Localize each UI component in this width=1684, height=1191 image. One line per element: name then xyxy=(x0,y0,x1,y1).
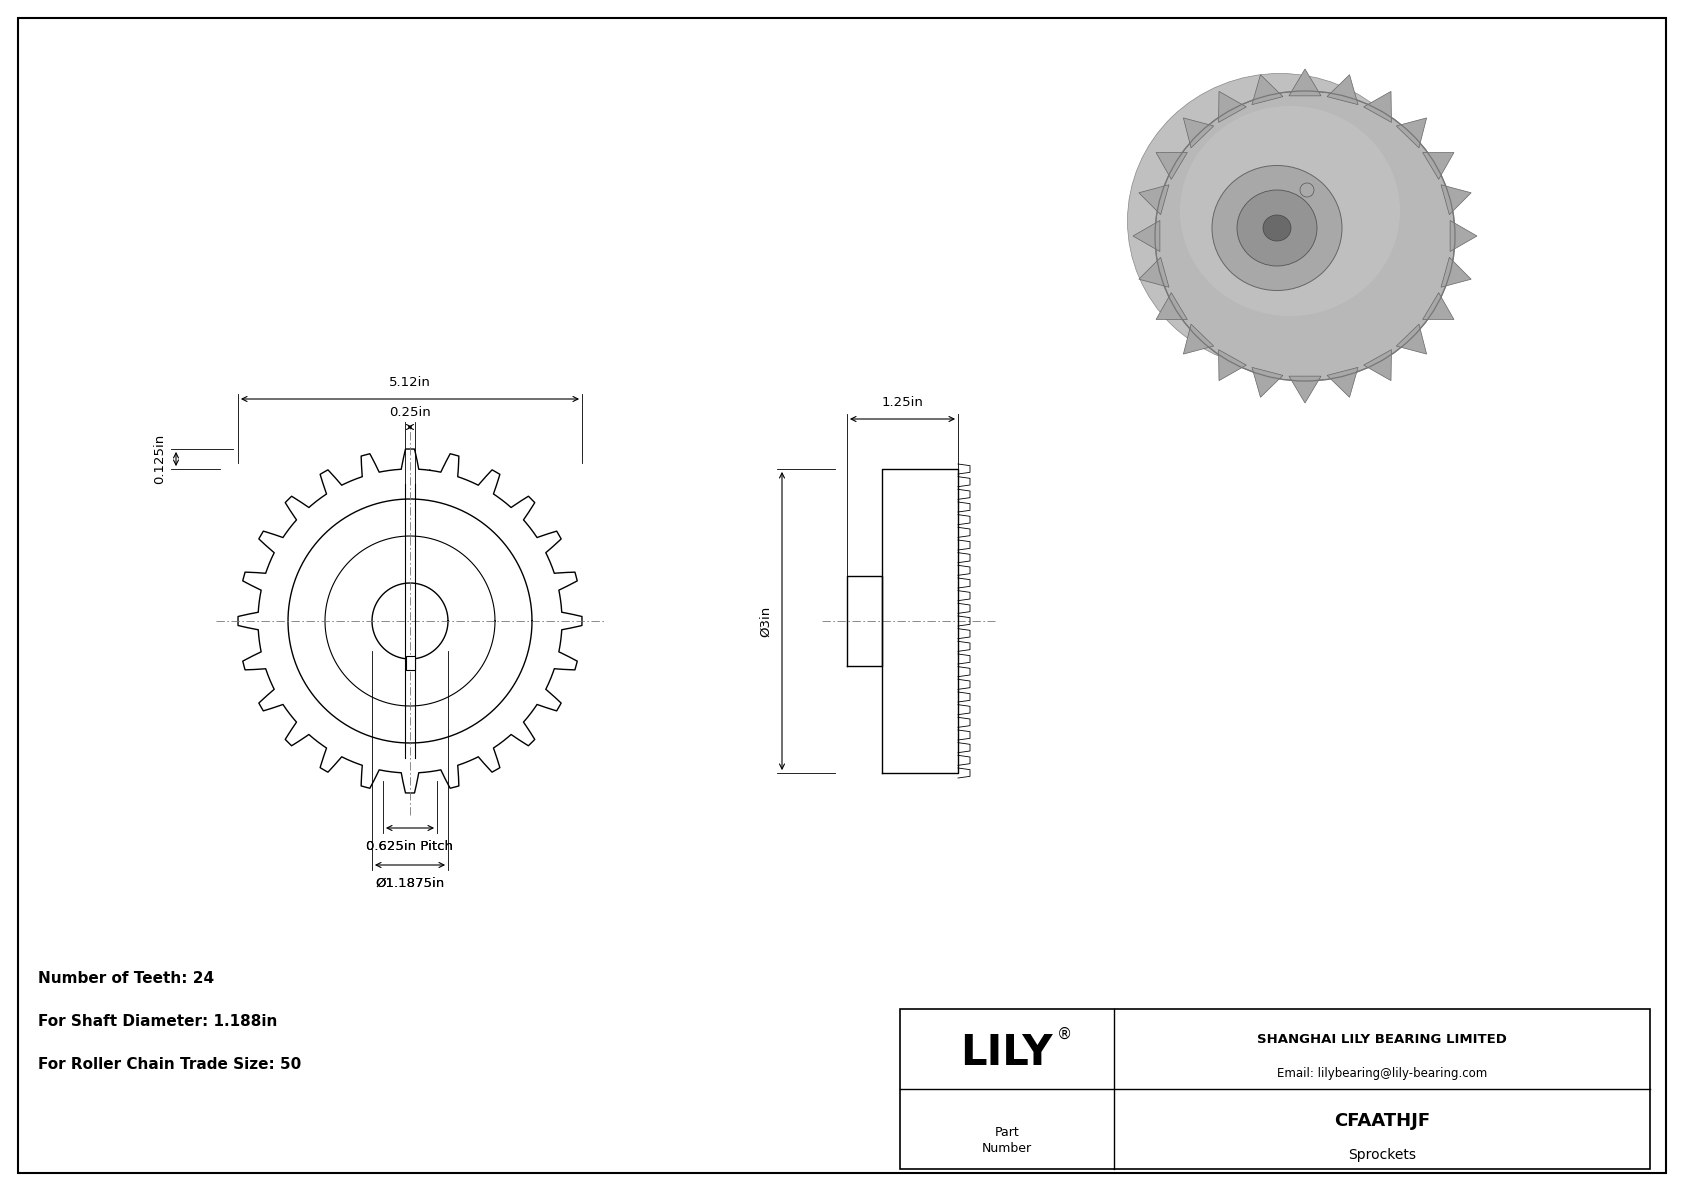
Polygon shape xyxy=(1219,350,1246,381)
Ellipse shape xyxy=(1238,191,1317,266)
Polygon shape xyxy=(1219,92,1246,123)
Polygon shape xyxy=(1423,293,1453,319)
Text: Ø1.1875in: Ø1.1875in xyxy=(376,877,445,890)
Text: LILY: LILY xyxy=(960,1031,1052,1074)
Polygon shape xyxy=(1327,367,1357,398)
Bar xyxy=(406,656,414,671)
Text: CFAATHJF: CFAATHJF xyxy=(1334,1112,1430,1130)
Polygon shape xyxy=(1288,376,1320,403)
Ellipse shape xyxy=(1212,166,1342,291)
Polygon shape xyxy=(1184,118,1214,148)
Polygon shape xyxy=(1138,257,1169,287)
Text: SHANGHAI LILY BEARING LIMITED: SHANGHAI LILY BEARING LIMITED xyxy=(1256,1033,1507,1046)
Polygon shape xyxy=(1251,75,1283,105)
Text: For Shaft Diameter: 1.188in: For Shaft Diameter: 1.188in xyxy=(39,1014,278,1029)
Text: For Roller Chain Trade Size: 50: For Roller Chain Trade Size: 50 xyxy=(39,1056,301,1072)
Ellipse shape xyxy=(1128,74,1433,368)
Polygon shape xyxy=(1184,324,1214,354)
Polygon shape xyxy=(1396,118,1426,148)
Ellipse shape xyxy=(1155,91,1455,381)
Polygon shape xyxy=(1133,220,1160,251)
Polygon shape xyxy=(1442,257,1472,287)
Polygon shape xyxy=(1155,152,1187,180)
Polygon shape xyxy=(1442,185,1472,214)
Text: Ø1.1875in: Ø1.1875in xyxy=(376,877,445,890)
Text: 1.25in: 1.25in xyxy=(881,395,923,409)
Polygon shape xyxy=(1364,92,1391,123)
Text: Ø3in: Ø3in xyxy=(759,605,771,637)
Polygon shape xyxy=(1155,293,1187,319)
Polygon shape xyxy=(1396,324,1426,354)
Text: 0.125in: 0.125in xyxy=(153,434,167,484)
Polygon shape xyxy=(1138,185,1169,214)
Bar xyxy=(899,1009,1650,1170)
Text: 0.625in Pitch: 0.625in Pitch xyxy=(367,840,453,853)
Ellipse shape xyxy=(1263,216,1292,241)
Polygon shape xyxy=(1423,152,1453,180)
Text: Sprockets: Sprockets xyxy=(1347,1148,1416,1161)
Polygon shape xyxy=(1251,367,1283,398)
Polygon shape xyxy=(1327,75,1357,105)
Polygon shape xyxy=(1450,220,1477,251)
Text: 0.25in: 0.25in xyxy=(389,406,431,419)
Text: ®: ® xyxy=(1058,1027,1073,1042)
Text: Number of Teeth: 24: Number of Teeth: 24 xyxy=(39,971,214,986)
Text: 0.625in Pitch: 0.625in Pitch xyxy=(367,840,453,853)
Text: Part
Number: Part Number xyxy=(982,1127,1032,1155)
Circle shape xyxy=(1300,183,1314,197)
Text: Email: lilybearing@lily-bearing.com: Email: lilybearing@lily-bearing.com xyxy=(1276,1066,1487,1079)
Polygon shape xyxy=(1288,69,1320,95)
Text: 5.12in: 5.12in xyxy=(389,376,431,389)
Ellipse shape xyxy=(1180,106,1399,316)
Polygon shape xyxy=(1364,350,1391,381)
